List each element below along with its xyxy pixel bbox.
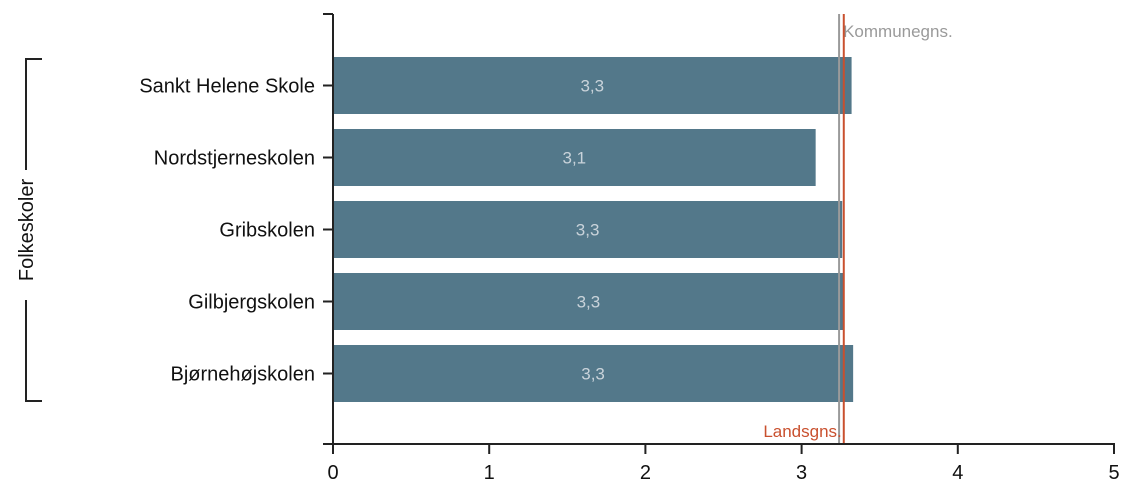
x-tick-label: 1 (484, 462, 495, 484)
bars: 3,3 3,1 3,3 3,3 3,3 (333, 57, 854, 402)
bar-value-label: 3,3 (581, 365, 605, 384)
x-tick-label: 4 (952, 462, 963, 484)
bar (333, 57, 852, 114)
y-tick-label: Nordstjerneskolen (154, 148, 315, 170)
bar (333, 273, 844, 330)
bar-value-label: 3,3 (577, 293, 601, 312)
x-tick-label: 0 (327, 462, 338, 484)
group-label: Folkeskoler (16, 179, 38, 282)
y-axis-labels: Sankt Helene Skole Nordstjerneskolen Gribs… (139, 76, 333, 386)
x-tick-label: 2 (640, 462, 651, 484)
bar (333, 129, 816, 186)
bracket-top (25, 58, 42, 170)
bar-value-label: 3,3 (580, 77, 604, 96)
x-tick-label: 3 (796, 462, 807, 484)
bar (333, 345, 854, 402)
bar (333, 201, 843, 258)
x-tick-label: 5 (1108, 462, 1119, 484)
group-bracket (25, 58, 42, 402)
reference-line-label: Kommunegns. (843, 22, 953, 41)
y-tick-label: Gribskolen (219, 220, 315, 242)
y-tick-label: Gilbjergskolen (188, 292, 315, 314)
bar-value-label: 3,3 (576, 221, 600, 240)
reference-line-label: Landsgns. (763, 422, 841, 441)
y-tick-label: Bjørnehøjskolen (170, 364, 315, 386)
bar-value-label: 3,1 (563, 149, 587, 168)
bracket-bottom (25, 300, 42, 402)
y-tick-label: Sankt Helene Skole (139, 76, 315, 98)
reference-lines: Kommunegns. Landsgns. (763, 14, 953, 444)
x-axis-ticks: 0 1 2 3 4 5 (327, 444, 1120, 484)
